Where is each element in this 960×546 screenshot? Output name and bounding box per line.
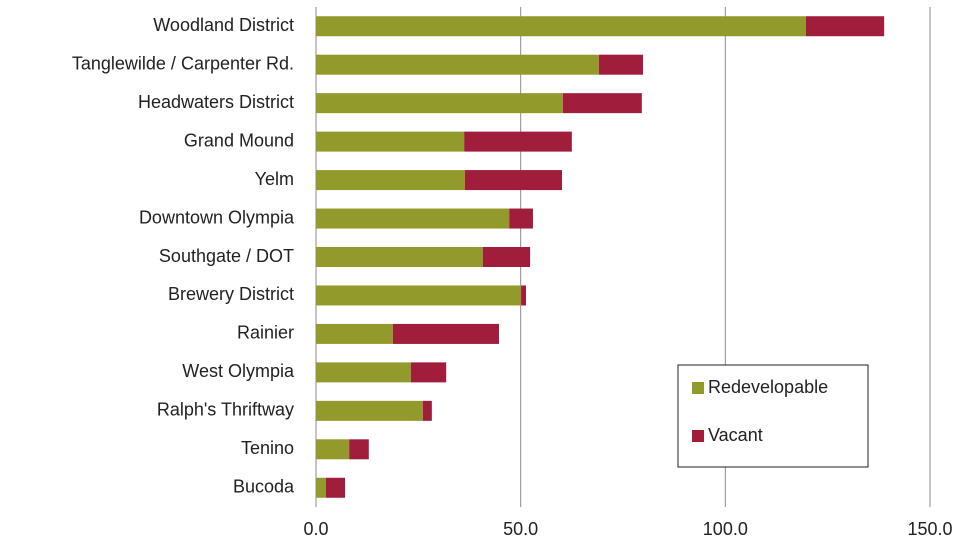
bar-segment	[316, 400, 423, 421]
x-tick-label: 50.0	[503, 519, 538, 539]
legend-swatch	[692, 382, 704, 394]
bar-segment	[598, 54, 644, 75]
bar-segment	[316, 477, 326, 498]
bar-segment	[562, 93, 642, 114]
y-tick-label: Grand Mound	[184, 130, 294, 150]
y-tick-label: Tenino	[241, 438, 294, 458]
y-tick-label: Rainier	[237, 323, 294, 343]
legend-label: Redevelopable	[708, 377, 828, 397]
bar-segment	[349, 439, 369, 460]
x-tick-label: 0.0	[303, 519, 328, 539]
bar-segment	[316, 362, 411, 383]
bar-segment	[509, 208, 533, 229]
bar-segment	[316, 93, 563, 114]
y-tick-label: Headwaters District	[138, 92, 294, 112]
y-tick-label: Woodland District	[153, 15, 294, 35]
bar-segment	[316, 208, 510, 229]
bar-segment	[464, 131, 572, 152]
y-tick-label: Tanglewilde / Carpenter Rd.	[72, 53, 294, 73]
bar-segment	[410, 362, 447, 383]
bar-segment	[464, 170, 563, 191]
bar-segment	[316, 170, 465, 191]
x-tick-label: 150.0	[907, 519, 952, 539]
bar-segment	[316, 323, 393, 344]
bar-segment	[805, 16, 885, 37]
y-tick-label: Yelm	[255, 169, 294, 189]
y-tick-label: West Olympia	[182, 361, 295, 381]
bar-segment	[483, 247, 531, 267]
bar-segment	[316, 247, 484, 267]
y-tick-label: Bucoda	[233, 477, 295, 497]
bar-segment	[316, 439, 350, 460]
y-tick-label: Ralph's Thriftway	[157, 400, 294, 420]
bar-segment	[521, 285, 526, 306]
bar-segment	[316, 54, 599, 75]
bar-segment	[392, 323, 499, 344]
y-tick-label: Brewery District	[168, 284, 294, 304]
bar-segment	[325, 477, 346, 498]
bar-segment	[316, 16, 806, 37]
y-tick-label: Downtown Olympia	[139, 207, 295, 227]
bar-segment	[316, 285, 522, 306]
legend-label: Vacant	[708, 425, 763, 445]
x-tick-label: 100.0	[703, 519, 748, 539]
legend-box	[677, 364, 869, 468]
bar-segment	[422, 400, 432, 421]
legend-swatch	[692, 430, 704, 442]
y-tick-label: Southgate / DOT	[159, 246, 294, 266]
bar-segment	[316, 131, 465, 152]
